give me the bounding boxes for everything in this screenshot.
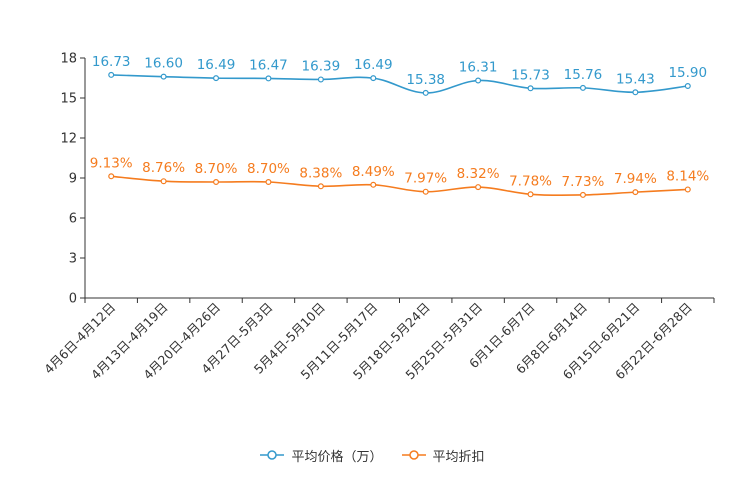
data-point (317, 183, 324, 190)
data-label: 16.49 (197, 57, 236, 73)
data-point (422, 188, 429, 195)
series-line-price (111, 74, 688, 94)
y-tick-label: 15 (60, 92, 77, 107)
y-tick-label: 6 (69, 212, 77, 227)
y-tick-label: 3 (69, 252, 77, 267)
data-point (632, 189, 639, 196)
data-label: 8.38% (299, 165, 342, 181)
data-label: 8.70% (247, 161, 290, 177)
data-label: 7.97% (404, 171, 447, 187)
series-line-discount (111, 175, 688, 197)
data-point (579, 84, 586, 91)
data-label: 7.94% (614, 171, 657, 187)
data-label: 16.73 (92, 54, 131, 70)
data-label: 16.60 (144, 56, 183, 72)
data-label: 16.47 (249, 57, 288, 73)
data-label: 15.43 (616, 71, 655, 87)
legend-marker-discount-icon (401, 450, 426, 460)
data-point (213, 179, 220, 186)
data-label: 15.73 (511, 67, 550, 83)
data-point (108, 173, 115, 180)
data-point (265, 75, 272, 82)
data-label: 8.49% (352, 164, 395, 180)
line-chart: 03691215184月6日-4月12日4月13日-4月19日4月20日-4月2… (41, 52, 715, 382)
legend-label-discount: 平均折扣 (432, 449, 485, 465)
data-point (527, 85, 534, 92)
data-point (684, 186, 691, 193)
data-point (370, 181, 377, 188)
data-point (475, 77, 482, 84)
data-label: 15.90 (668, 65, 707, 81)
data-point (527, 191, 534, 198)
data-point (317, 76, 324, 83)
data-point (475, 184, 482, 191)
data-point (370, 75, 377, 82)
data-point (422, 89, 429, 96)
data-label: 16.49 (354, 57, 393, 73)
data-label: 15.76 (564, 67, 603, 83)
y-tick-label: 18 (60, 52, 77, 67)
data-point (265, 179, 272, 186)
data-label: 8.14% (666, 168, 709, 184)
data-label: 8.70% (195, 161, 238, 177)
data-point (108, 71, 115, 78)
y-tick-label: 9 (69, 172, 77, 187)
data-point (213, 75, 220, 82)
data-label: 16.31 (459, 60, 498, 76)
legend-label-price: 平均价格（万） (291, 449, 383, 465)
legend-item-price[interactable]: 平均价格（万） (259, 446, 383, 465)
data-point (684, 82, 691, 89)
data-label: 8.32% (457, 166, 500, 182)
data-label: 7.73% (562, 174, 605, 190)
legend: 平均价格（万） 平均折扣 (0, 444, 744, 466)
data-point (632, 89, 639, 96)
data-label: 7.78% (509, 173, 552, 189)
y-tick-label: 0 (69, 292, 77, 307)
data-label: 16.39 (302, 58, 341, 74)
data-point (160, 178, 167, 185)
data-label: 8.76% (142, 160, 185, 176)
data-point (160, 73, 167, 80)
legend-item-discount[interactable]: 平均折扣 (401, 446, 485, 465)
legend-marker-price-icon (260, 450, 285, 460)
data-label: 15.38 (406, 72, 445, 88)
data-point (579, 191, 586, 198)
y-tick-label: 12 (60, 132, 77, 147)
data-label: 9.13% (90, 155, 133, 171)
